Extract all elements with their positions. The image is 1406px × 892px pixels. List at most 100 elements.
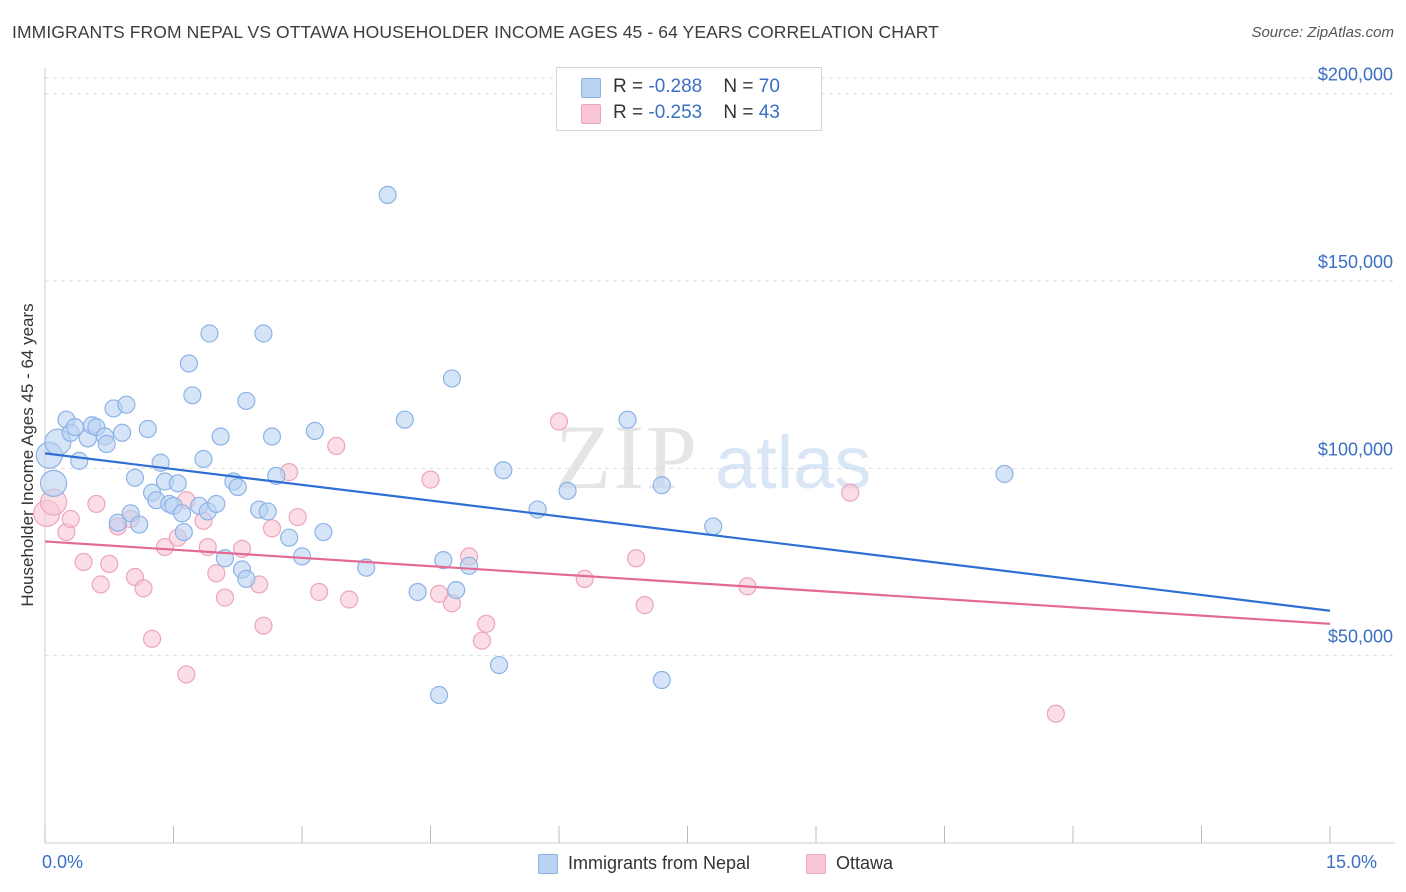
- point-nepal: [305, 421, 324, 441]
- trendline-ottawa: [44, 540, 1331, 625]
- point-nepal: [97, 434, 116, 454]
- point-ottawa: [429, 584, 449, 603]
- x-tick-label-min: 0.0%: [42, 852, 84, 872]
- watermark: ZIP atlas: [555, 406, 871, 508]
- n-label: N =: [723, 76, 759, 97]
- point-nepal: [172, 504, 192, 523]
- chart-title: IMMIGRANTS FROM NEPAL VS OTTAWA HOUSEHOL…: [12, 22, 939, 42]
- point-ottawa: [1046, 704, 1065, 723]
- point-ottawa: [142, 629, 162, 648]
- point-nepal: [442, 369, 462, 388]
- point-nepal: [179, 354, 199, 373]
- point-nepal: [211, 427, 230, 446]
- point-ottawa: [421, 470, 440, 489]
- point-nepal: [262, 427, 282, 446]
- point-nepal: [459, 556, 479, 575]
- point-ottawa: [100, 554, 119, 573]
- legend-swatch-nepal: [538, 854, 558, 874]
- n-value-ottawa: 43: [758, 102, 780, 123]
- point-ottawa: [155, 537, 175, 557]
- point-nepal: [228, 477, 247, 497]
- point-ottawa: [288, 507, 307, 527]
- point-ottawa: [327, 436, 346, 455]
- point-ottawa: [549, 412, 569, 431]
- point-nepal: [258, 502, 277, 521]
- point-nepal: [254, 324, 273, 343]
- point-nepal: [429, 685, 449, 705]
- point-nepal: [489, 655, 509, 675]
- y-tick-labels: $50,000 $100,000 $150,000 $200,000: [1318, 65, 1393, 647]
- point-ottawa: [635, 596, 654, 615]
- point-ottawa: [626, 549, 646, 568]
- point-nepal: [112, 423, 132, 442]
- point-ottawa: [262, 519, 282, 538]
- point-ottawa: [841, 483, 860, 502]
- point-nepal: [314, 522, 333, 542]
- point-ottawa: [477, 614, 496, 633]
- point-nepal: [995, 464, 1014, 484]
- point-nepal: [125, 468, 145, 487]
- r-label: R =: [613, 76, 649, 97]
- y-tick-label: $200,000: [1318, 65, 1393, 85]
- point-ottawa: [61, 509, 80, 529]
- points-layer: [33, 185, 1065, 723]
- point-nepal: [292, 547, 312, 566]
- point-ottawa: [254, 616, 273, 635]
- point-ottawa: [87, 494, 106, 514]
- r-value-nepal: -0.288: [648, 76, 703, 97]
- point-nepal: [237, 391, 256, 411]
- n-label: N =: [723, 102, 759, 123]
- point-nepal: [168, 474, 187, 493]
- point-nepal: [117, 395, 136, 414]
- y-tick-label: $100,000: [1318, 439, 1393, 459]
- r-value-ottawa: -0.253: [648, 102, 703, 123]
- legend-label-ottawa: Ottawa: [836, 853, 894, 873]
- point-nepal: [108, 513, 127, 532]
- trend-layer: [44, 452, 1331, 625]
- point-ottawa: [91, 575, 110, 594]
- legend-swatch-ottawa: [806, 854, 826, 874]
- point-ottawa: [340, 590, 359, 609]
- point-ottawa: [207, 564, 226, 583]
- point-ottawa: [575, 569, 594, 588]
- r-label: R =: [613, 102, 649, 123]
- point-nepal: [138, 419, 157, 439]
- point-nepal: [280, 528, 299, 547]
- point-nepal: [194, 449, 213, 469]
- point-ottawa: [134, 579, 153, 598]
- point-nepal: [434, 551, 453, 570]
- point-ottawa: [215, 588, 234, 607]
- point-ottawa: [177, 665, 196, 684]
- point-ottawa: [310, 582, 329, 602]
- point-nepal: [174, 522, 193, 542]
- point-nepal: [618, 410, 637, 429]
- point-nepal: [70, 451, 89, 470]
- point-nepal: [652, 670, 671, 690]
- point-nepal: [494, 461, 513, 480]
- y-tick-label: $50,000: [1328, 627, 1393, 647]
- y-axis-label: Householder Income Ages 45 - 64 years: [18, 303, 37, 607]
- point-nepal: [183, 386, 202, 405]
- point-nepal: [207, 494, 226, 514]
- point-nepal: [704, 517, 723, 536]
- point-nepal: [395, 410, 414, 429]
- y-tick-label: $150,000: [1318, 252, 1393, 272]
- point-nepal: [39, 469, 68, 497]
- point-ottawa: [472, 631, 491, 650]
- source-label: Source: ZipAtlas.com: [1251, 24, 1394, 41]
- stats-legend: R = -0.288 N = 70 R = -0.253 N = 43: [556, 67, 822, 131]
- n-value-nepal: 70: [758, 76, 780, 97]
- point-nepal: [237, 569, 256, 588]
- legend-swatch-ottawa: [581, 104, 601, 124]
- x-tick-label-max: 15.0%: [1326, 852, 1378, 872]
- trendline-nepal: [44, 452, 1331, 612]
- point-nepal: [200, 324, 219, 343]
- point-nepal: [378, 185, 397, 204]
- point-nepal: [447, 581, 466, 600]
- point-nepal: [652, 476, 671, 495]
- legend-label-nepal: Immigrants from Nepal: [568, 853, 751, 873]
- point-nepal: [130, 515, 149, 534]
- point-nepal: [408, 582, 427, 602]
- point-ottawa: [74, 552, 93, 572]
